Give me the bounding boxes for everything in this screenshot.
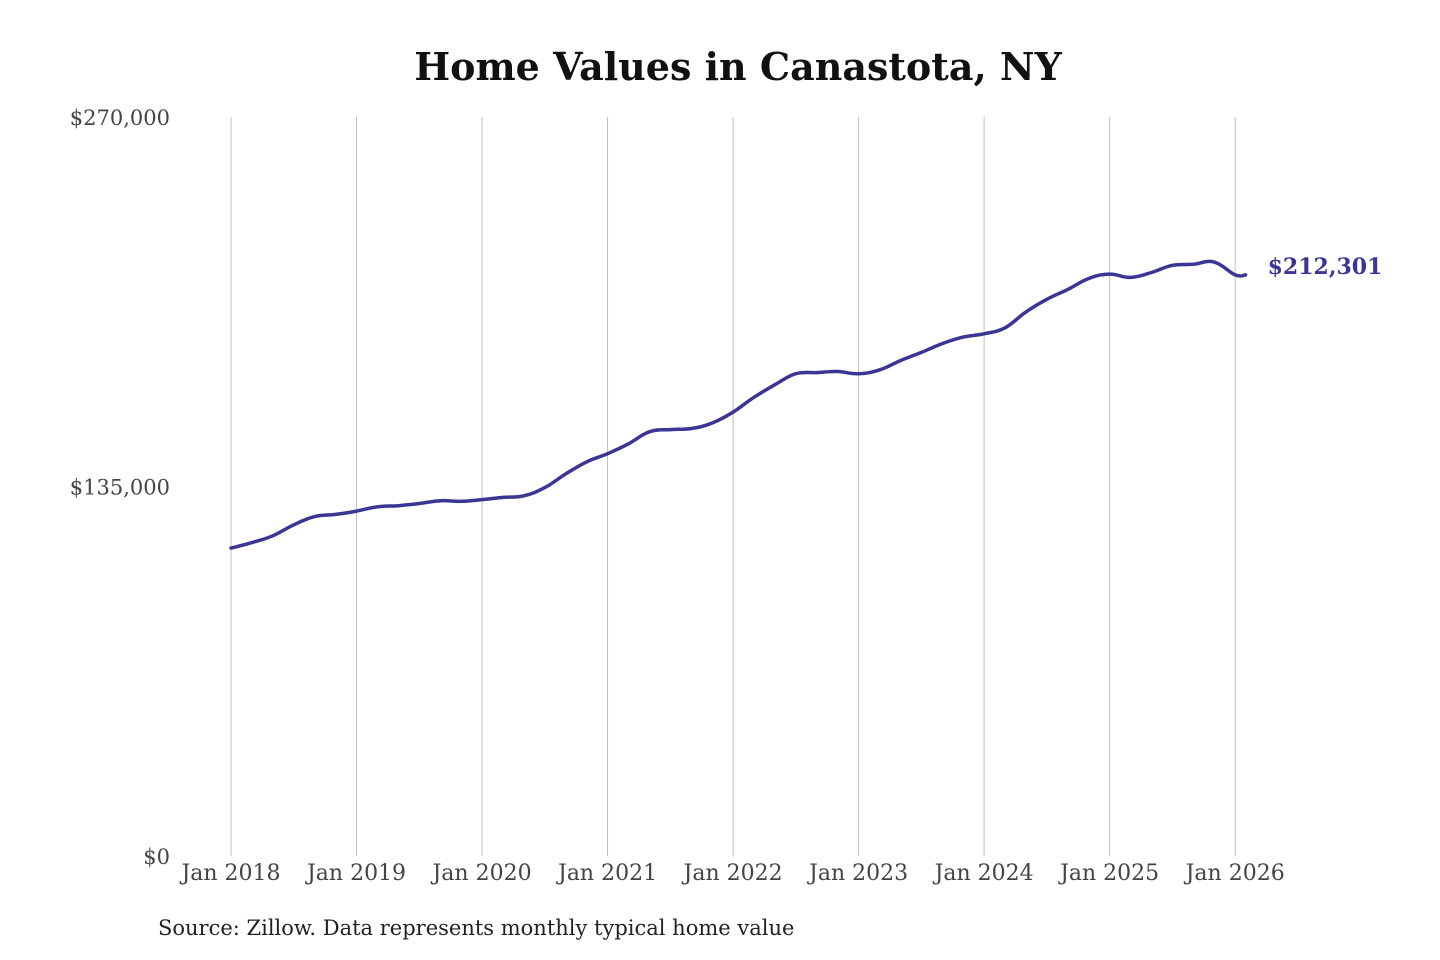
series-layer bbox=[229, 259, 1248, 550]
end-value-label: $212,301 bbox=[1268, 254, 1383, 280]
chart-title: Home Values in Canastota, NY bbox=[414, 44, 1062, 89]
x-tick-label: Jan 2021 bbox=[556, 861, 657, 886]
x-tick-label: Jan 2023 bbox=[807, 861, 908, 886]
y-axis-tick-labels: $0 $135,000 $270,000 bbox=[70, 106, 170, 869]
x-tick-label: Jan 2025 bbox=[1058, 861, 1159, 886]
y-tick-label: $270,000 bbox=[70, 106, 170, 130]
x-tick-label: Jan 2020 bbox=[430, 861, 531, 886]
end-value-label-layer: $212,301 bbox=[1268, 254, 1383, 280]
x-tick-label: Jan 2018 bbox=[179, 861, 280, 886]
x-tick-label: Jan 2019 bbox=[305, 861, 406, 886]
home-value-line bbox=[229, 259, 1248, 550]
vertical-gridlines bbox=[230, 117, 1236, 856]
source-note: Source: Zillow. Data represents monthly … bbox=[158, 916, 795, 940]
x-tick-label: Jan 2022 bbox=[682, 861, 783, 886]
y-tick-label: $135,000 bbox=[70, 476, 170, 500]
x-axis-tick-labels: Jan 2018 Jan 2019 Jan 2020 Jan 2021 Jan 2022… bbox=[179, 861, 1284, 886]
x-tick-label: Jan 2026 bbox=[1184, 861, 1285, 886]
x-tick-label: Jan 2024 bbox=[933, 861, 1034, 886]
y-tick-label: $0 bbox=[143, 845, 170, 869]
